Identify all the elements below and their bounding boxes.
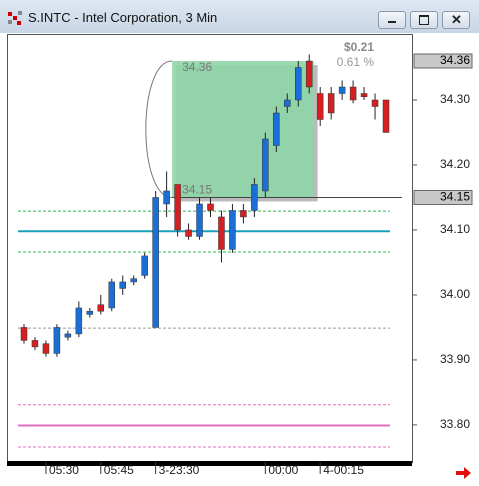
candle-body	[152, 197, 159, 328]
measure-bracket	[145, 60, 173, 198]
measure-top-label: 34.36	[182, 60, 212, 74]
title-bar: S.INTC - Intel Corporation, 3 Min ✕	[0, 0, 479, 33]
y-tick-label: 33.90	[440, 352, 470, 366]
candle-body	[42, 343, 50, 354]
y-tick-label: 34.00	[440, 287, 470, 301]
candle-body	[360, 93, 368, 97]
candle-body	[108, 281, 116, 309]
candle-body	[305, 60, 313, 88]
candle-body	[316, 93, 324, 120]
chart: 34.36 34.15 $0.210.61 % 33.80 33.90 34.00 34.1…	[0, 33, 479, 486]
window-title: S.INTC - Intel Corporation, 3 Min	[28, 10, 218, 25]
price-marker	[413, 53, 473, 69]
candle-body	[53, 327, 61, 354]
measure-percent: 0.61 %	[337, 55, 375, 69]
candle-body	[295, 67, 302, 101]
candle-body	[20, 327, 28, 341]
candle-body	[174, 184, 181, 231]
y-tick-label: 34.10	[440, 222, 470, 236]
candle-body	[229, 210, 236, 250]
y-tick-label: 33.80	[440, 417, 470, 431]
candle-body	[218, 216, 225, 250]
scroll-arrow[interactable]	[456, 467, 471, 479]
candle-body	[141, 255, 148, 276]
close-button[interactable]: ✕	[442, 11, 470, 29]
x-tick-label: 3-23:30	[159, 463, 200, 477]
candle-body	[185, 229, 192, 237]
x-axis-bar	[7, 461, 412, 466]
candle-body	[371, 99, 379, 107]
x-tick-label: 05:45	[104, 463, 134, 477]
y-tick-label: 34.20	[440, 157, 470, 171]
x-tick-label: 4-00:15	[323, 463, 364, 477]
candle-body	[130, 278, 137, 283]
price-marker	[413, 189, 473, 205]
candle-body	[31, 340, 39, 348]
candle-body	[262, 138, 269, 192]
measure-bottom-label: 34.15	[182, 183, 212, 197]
measure-change: $0.21	[344, 40, 374, 54]
candle-body	[86, 310, 94, 315]
candle-body	[207, 203, 214, 211]
minimize-button[interactable]	[378, 11, 406, 29]
app-icon	[8, 11, 22, 25]
candle-body	[196, 203, 203, 237]
candle-body	[75, 307, 83, 335]
candle-body	[163, 190, 170, 205]
candle-body	[64, 333, 72, 338]
candle-body	[273, 112, 280, 146]
x-tick-label: 05:30	[49, 463, 79, 477]
measure-box	[172, 60, 314, 198]
candle-body	[382, 99, 390, 133]
candle-body	[338, 86, 346, 94]
x-tick-label: 00:00	[268, 463, 298, 477]
candle-body	[349, 86, 357, 101]
candle-body	[284, 99, 291, 107]
candle-body	[97, 304, 105, 312]
price-marker-label: 34.15	[440, 190, 470, 204]
maximize-button[interactable]	[410, 11, 438, 29]
candle-body	[251, 184, 258, 211]
candle-body	[240, 210, 247, 218]
price-marker-label: 34.36	[440, 53, 470, 67]
y-tick-label: 34.30	[440, 92, 470, 106]
candle-body	[119, 281, 126, 289]
candle-body	[327, 93, 335, 114]
